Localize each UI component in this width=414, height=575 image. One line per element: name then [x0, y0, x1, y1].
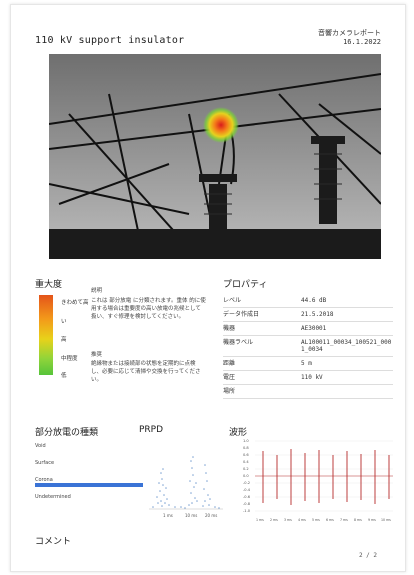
- property-row-device: 機器 AE30001: [223, 322, 393, 336]
- comment-title: コメント: [35, 537, 72, 547]
- pd-type-label-surface: Surface: [35, 460, 55, 466]
- page-number: 2 / 2: [358, 552, 377, 559]
- pd-type-corona-bar: [35, 483, 143, 487]
- property-row-device-label: 機器ラベル AL100011_00034_100521_0001_0034: [223, 336, 393, 357]
- property-key: データ作成日: [223, 311, 260, 318]
- recommendation-text: 絶縁物または接続部の状態を定期的に点検し、必要に応じて清掃や交換を行ってください…: [91, 361, 201, 383]
- waveform-y-tick: -0.8: [243, 502, 251, 506]
- properties-table: レベル 44.6 dB データ作成日 21.5.2018 機器 AE30001 …: [223, 294, 393, 399]
- property-row-distance: 距離 5 m: [223, 357, 393, 371]
- prpd-title: PRPD: [139, 425, 164, 435]
- property-row-voltage: 電圧 110 kV: [223, 371, 393, 385]
- waveform-x-tick: 2 ms: [270, 518, 278, 522]
- property-value: [301, 388, 393, 395]
- waveform-chart: 1.0 0.8 0.6 0.4 0.2 0.0 -0.2 -0.4 -0.6 -…: [243, 439, 393, 522]
- prpd-tick: 20 ms: [205, 513, 217, 518]
- waveform-title: 波形: [229, 428, 248, 438]
- report-date: 16.1.2022: [343, 38, 381, 46]
- recommendation-heading: 推奨: [91, 352, 103, 358]
- waveform-x-tick: 7 ms: [340, 518, 348, 522]
- report-header-right: 音響カメラレポート 16.1.2022: [318, 29, 381, 47]
- waveform-y-tick: -0.6: [243, 495, 251, 499]
- waveform-x-ticks: 1 ms 2 ms 3 ms 4 ms 5 ms 6 ms 7 ms 8 ms …: [256, 518, 391, 522]
- severity-level-high-cont: い: [61, 319, 67, 325]
- prpd-tick: 1 ms: [163, 513, 173, 518]
- substation-photo-illustration: [49, 54, 381, 259]
- severity-title: 重大度: [35, 280, 63, 290]
- property-key: 距離: [223, 360, 236, 367]
- waveform-x-tick: 3 ms: [284, 518, 292, 522]
- property-key: 機器: [223, 325, 236, 332]
- severity-level-low: 低: [61, 373, 67, 379]
- waveform-x-tick: 4 ms: [298, 518, 306, 522]
- pd-type-title: 部分放電の種類: [35, 428, 99, 438]
- discharge-hotspot: [203, 107, 239, 143]
- waveform-x-tick: 10 ms: [381, 518, 391, 522]
- waveform-pulses: [262, 449, 390, 505]
- prpd-tick: 10 ms: [185, 513, 197, 518]
- waveform-y-tick: -0.2: [243, 481, 250, 485]
- pd-type-label-void: Void: [35, 443, 46, 449]
- properties-title: プロパティ: [223, 280, 268, 290]
- waveform-y-tick: -0.4: [243, 488, 251, 492]
- waveform-y-tick: 0.6: [243, 453, 249, 457]
- property-value: 110 kV: [301, 374, 323, 381]
- property-key: 機器ラベル: [223, 339, 254, 346]
- waveform-y-tick: 0.4: [243, 460, 249, 464]
- report-page: 110 kV support insulator 音響カメラレポート 16.1.…: [10, 4, 406, 572]
- waveform-y-tick: 0.8: [243, 446, 249, 450]
- waveform-y-tick: 1.0: [243, 439, 249, 443]
- pd-type-label-undetermined: Undetermined: [35, 494, 71, 500]
- property-row-date: データ作成日 21.5.2018: [223, 308, 393, 322]
- report-title: 110 kV support insulator: [35, 35, 185, 46]
- waveform-y-ticks: 1.0 0.8 0.6 0.4 0.2 0.0 -0.2 -0.4 -0.6 -…: [243, 439, 251, 513]
- report-label: 音響カメラレポート: [318, 29, 381, 37]
- property-value: 44.6 dB: [301, 297, 327, 304]
- property-value: 5 m: [301, 360, 312, 367]
- waveform-x-tick: 5 ms: [312, 518, 320, 522]
- waveform-grid: [255, 440, 393, 512]
- property-key: 電圧: [223, 374, 236, 381]
- severity-description-heading: 説明: [91, 288, 103, 294]
- severity-level-high: 高: [61, 337, 67, 343]
- waveform-x-tick: 8 ms: [354, 518, 362, 522]
- property-value: 21.5.2018: [301, 311, 334, 318]
- severity-level-medium: 中程度: [61, 356, 78, 362]
- property-row-level: レベル 44.6 dB: [223, 294, 393, 308]
- property-key: レベル: [223, 297, 242, 304]
- waveform-y-tick: -1.0: [243, 509, 251, 513]
- property-key: 場所: [223, 388, 236, 395]
- waveform-x-tick: 9 ms: [368, 518, 376, 522]
- acoustic-camera-photo: [49, 54, 381, 259]
- prpd-scatter-plot: 1 ms 10 ms 20 ms: [149, 456, 223, 518]
- severity-description: これは 部分放電 に分類されます。重体 的に使用する場合は重要度の高い放電の兆候…: [91, 298, 206, 320]
- property-value: AE30001: [301, 325, 327, 332]
- waveform-y-tick: 0.0: [243, 474, 249, 478]
- waveform-x-tick: 1 ms: [256, 518, 264, 522]
- property-row-location: 場所: [223, 385, 393, 399]
- waveform-x-tick: 6 ms: [326, 518, 334, 522]
- severity-level-very-high: きわめて高: [61, 300, 89, 306]
- property-value: AL100011_00034_100521_0001_0034: [301, 339, 392, 353]
- pd-type-label-corona: Corona: [35, 477, 53, 483]
- waveform-y-tick: 0.2: [243, 467, 249, 471]
- severity-color-scale: [39, 295, 53, 375]
